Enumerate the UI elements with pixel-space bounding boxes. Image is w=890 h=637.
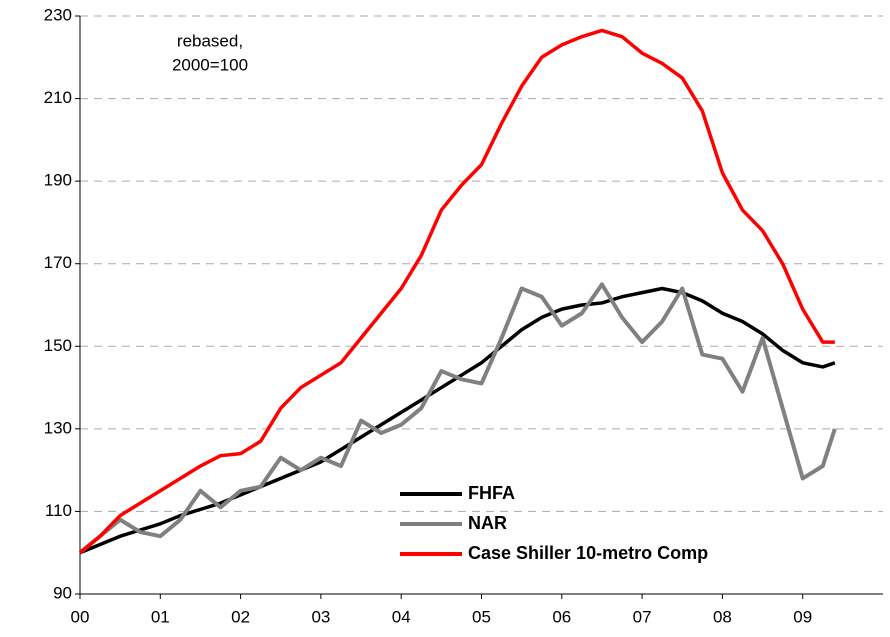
y-tick-label: 150	[44, 336, 72, 355]
x-tick-label: 09	[793, 607, 812, 626]
x-tick-label: 04	[392, 607, 411, 626]
legend-label: NAR	[468, 513, 507, 533]
series-line	[78, 282, 837, 555]
y-tick-label: 130	[44, 418, 72, 437]
y-tick-label: 110	[45, 501, 72, 520]
y-tick-label: 90	[53, 583, 72, 602]
legend-label: FHFA	[468, 483, 515, 503]
y-tick-label: 210	[44, 88, 72, 107]
x-tick-label: 00	[71, 607, 90, 626]
y-tick-label: 190	[44, 171, 72, 190]
x-tick-label: 03	[311, 607, 330, 626]
y-tick-label: 170	[44, 253, 72, 272]
series-line	[78, 28, 835, 555]
x-tick-label: 05	[472, 607, 491, 626]
x-tick-label: 08	[713, 607, 732, 626]
y-tick-label: 230	[44, 5, 72, 24]
annotation: rebased,	[177, 31, 243, 50]
x-tick-label: 01	[151, 607, 170, 626]
series-line	[79, 286, 836, 555]
annotation: 2000=100	[172, 55, 248, 74]
x-tick-label: 02	[231, 607, 250, 626]
legend-label: Case Shiller 10-metro Comp	[468, 543, 708, 563]
x-tick-label: 07	[633, 607, 652, 626]
x-tick-label: 06	[552, 607, 571, 626]
